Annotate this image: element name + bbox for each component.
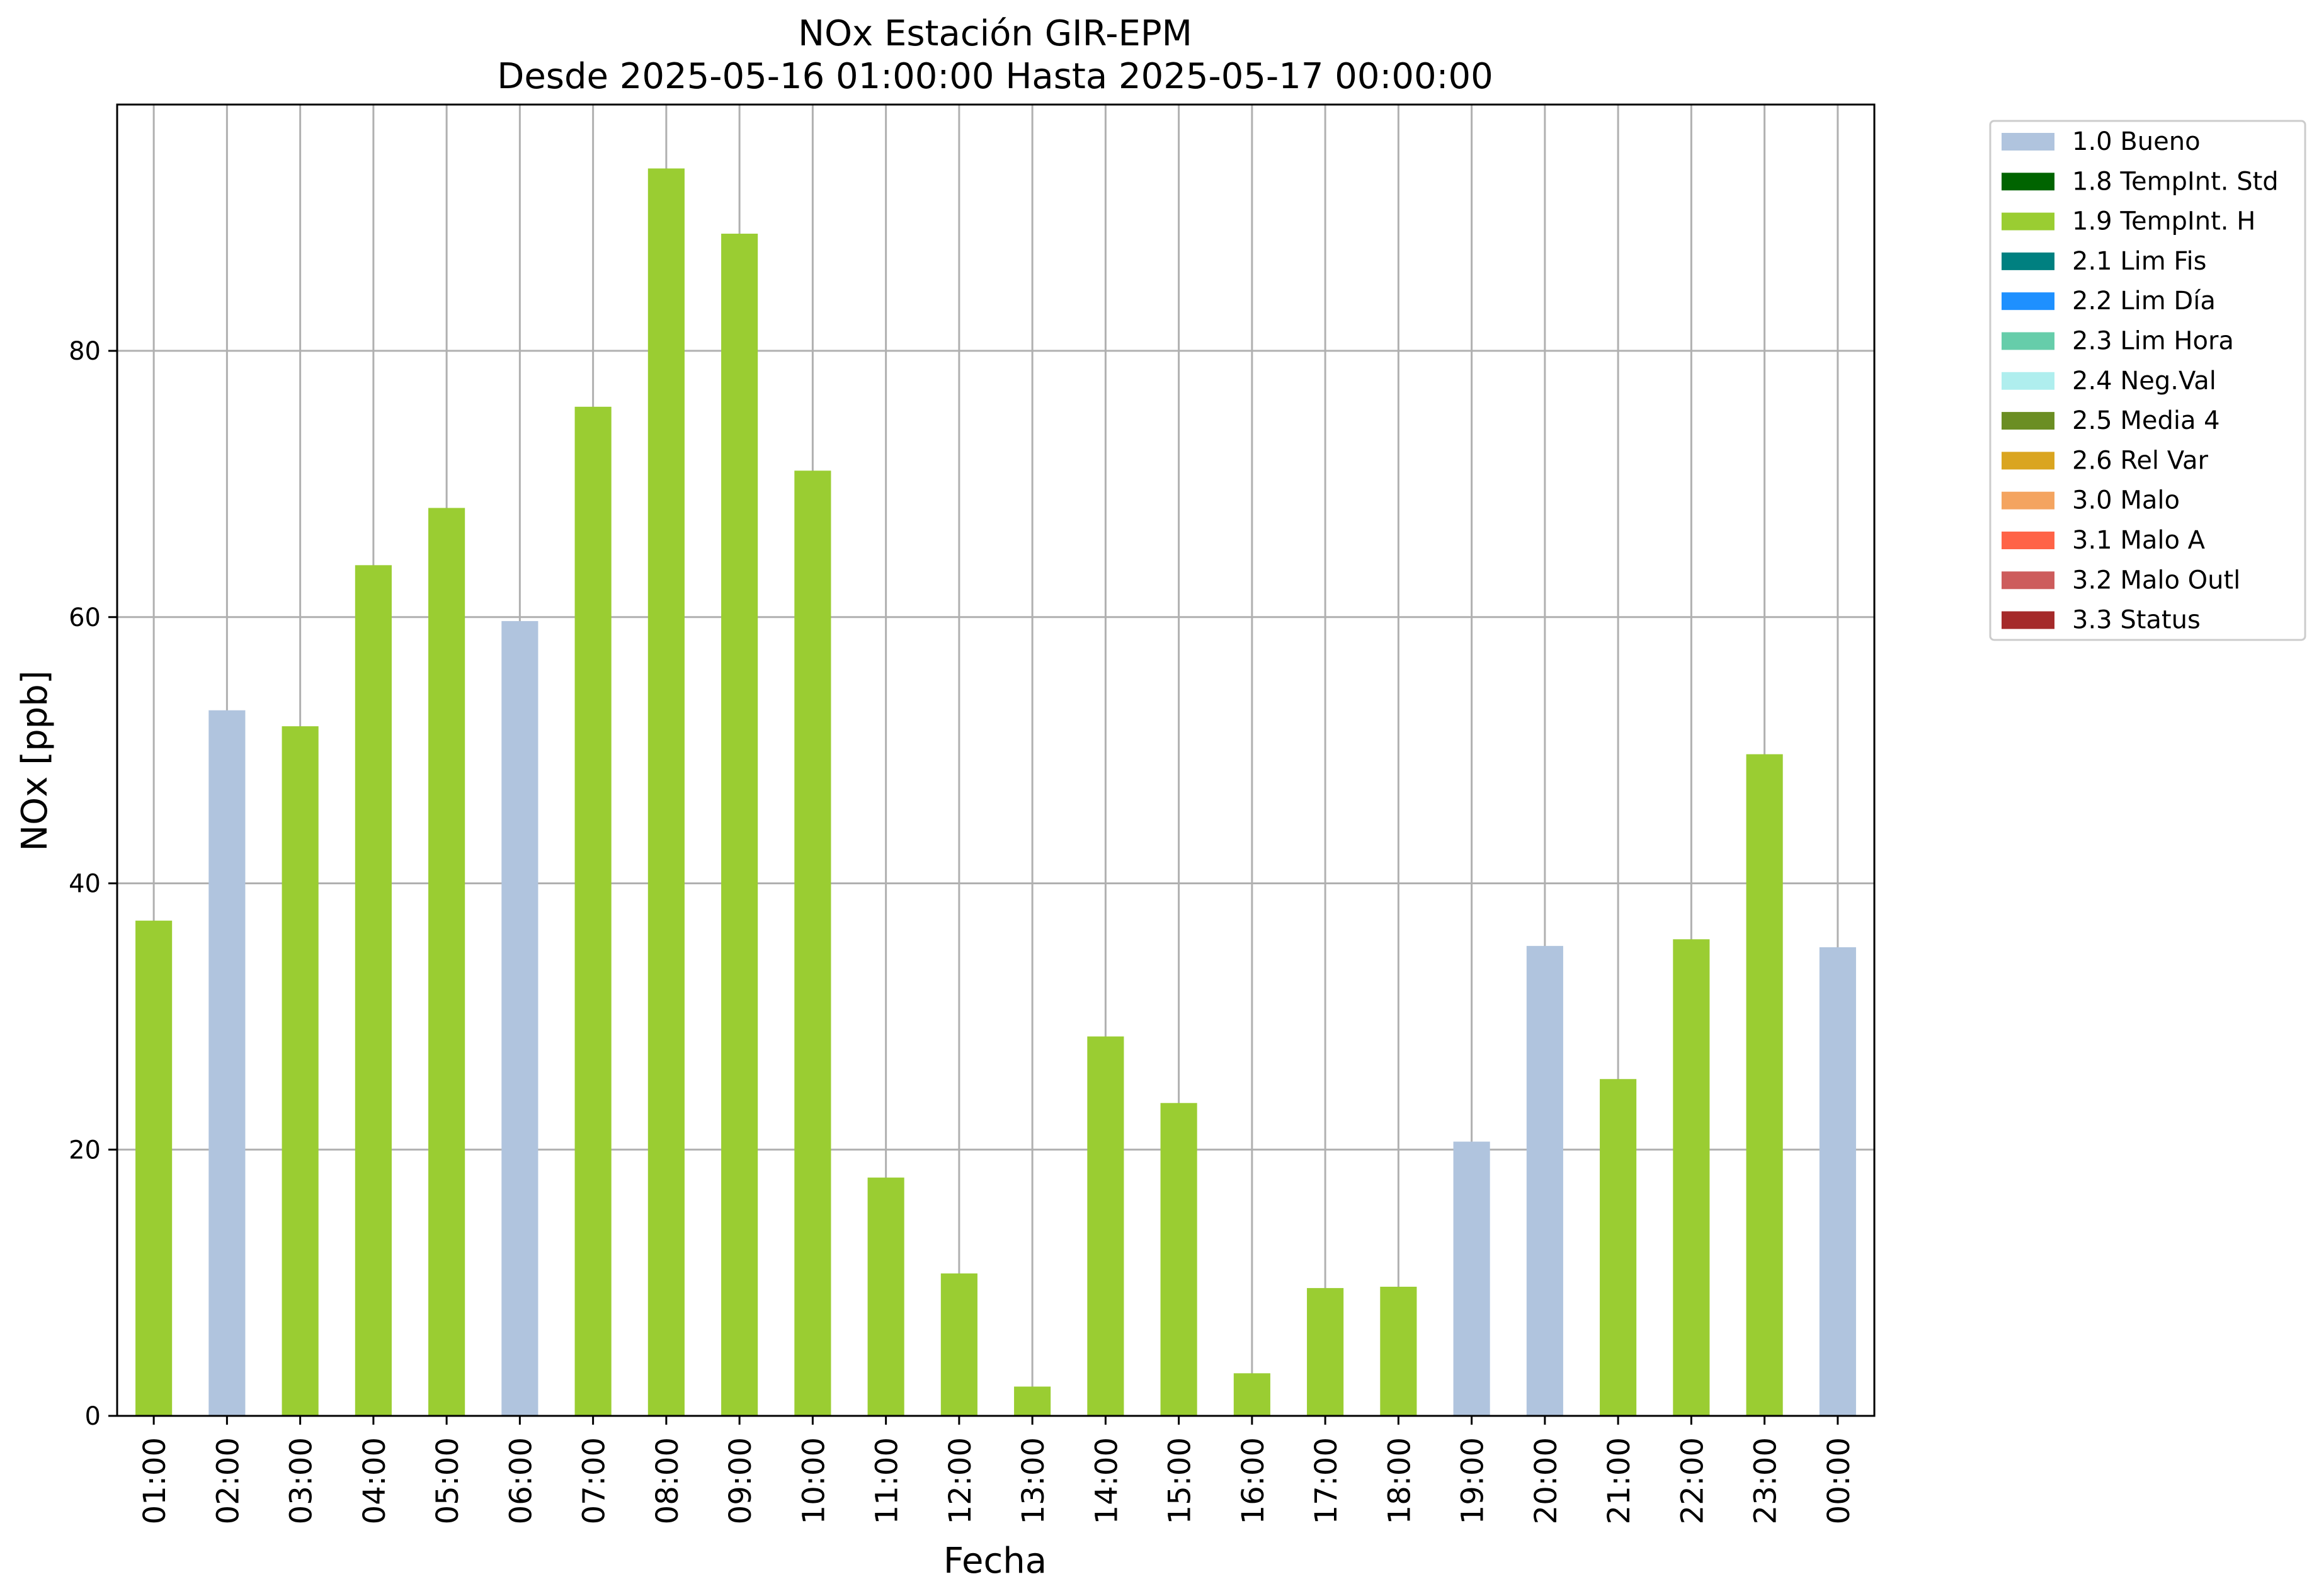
bar [1453,1141,1490,1416]
bar [1600,1079,1637,1416]
x-tick-label: 05:00 [430,1437,465,1524]
x-axis-label: Fecha [943,1541,1047,1582]
x-tick-label: 03:00 [284,1437,319,1524]
legend-swatch [2002,571,2054,590]
legend-label: 1.9 TempInt. H [2072,207,2255,236]
bar [1014,1386,1051,1416]
legend-label: 2.5 Media 4 [2072,406,2220,435]
chart-title: NOx Estación GIR-EPM [798,13,1192,54]
x-tick-label: 09:00 [723,1437,758,1524]
bar [647,168,685,1416]
x-tick-label: 12:00 [943,1437,978,1524]
legend-swatch [2002,252,2054,270]
legend-label: 2.3 Lim Hora [2072,327,2234,356]
x-tick-label: 20:00 [1529,1437,1564,1524]
legend-label: 3.3 Status [2072,606,2201,635]
x-tick-label: 16:00 [1236,1437,1271,1524]
bar [501,621,538,1416]
bar [355,565,392,1416]
y-tick-label: 0 [85,1402,101,1431]
legend-label: 3.0 Malo [2072,486,2180,515]
bar [721,234,758,1416]
chart-subtitle: Desde 2025-05-16 01:00:00 Hasta 2025-05-… [497,56,1493,97]
legend-swatch [2002,611,2054,629]
x-tick-label: 07:00 [577,1437,612,1524]
bar [794,470,831,1416]
legend: 1.0 Bueno 1.8 TempInt. Std 1.9 TempInt. H 2… [1989,120,2306,641]
legend-swatch [2002,452,2054,470]
legend-swatch [2002,212,2054,231]
x-tick-label: 13:00 [1016,1437,1051,1524]
legend-swatch [2002,133,2054,151]
legend-label: 3.2 Malo Outl [2072,566,2240,595]
x-tick-label: 21:00 [1602,1437,1637,1524]
bar [282,726,319,1416]
legend-label: 2.1 Lim Fis [2072,247,2206,276]
bar [1819,947,1856,1416]
legend-label: 1.8 TempInt. Std [2072,167,2279,196]
x-tick-label: 15:00 [1163,1437,1198,1524]
legend-swatch [2002,332,2054,350]
bar [867,1177,904,1416]
x-axis-ticks: 01:00 02:00 03:00 04:00 05:00 06:00 07:00 08:00… [137,1416,1857,1524]
bar [1160,1103,1197,1416]
plot-frame [116,103,1876,1417]
bar [1673,939,1710,1416]
x-tick-label: 02:00 [210,1437,246,1524]
bar [574,406,612,1416]
legend-box [1989,120,2306,641]
x-tick-label: 23:00 [1748,1437,1784,1524]
x-tick-label: 17:00 [1309,1437,1344,1524]
bar [428,508,465,1416]
legend-label: 2.2 Lim Día [2072,287,2216,316]
bar [1087,1036,1124,1416]
y-axis-label: NOx [ppb] [14,670,55,851]
x-tick-label: 19:00 [1456,1437,1491,1524]
legend-label: 1.0 Bueno [2072,127,2201,156]
y-tick-label: 40 [69,870,101,899]
x-tick-label: 00:00 [1821,1437,1857,1524]
bar [1233,1373,1270,1416]
y-tick-label: 20 [69,1136,101,1165]
legend-swatch [2002,532,2054,549]
bar [135,920,173,1416]
y-tick-label: 60 [69,603,101,632]
x-tick-label: 22:00 [1675,1437,1710,1524]
bar [1380,1286,1417,1416]
x-tick-label: 10:00 [796,1437,831,1524]
x-tick-label: 08:00 [650,1437,685,1524]
bar [1526,945,1563,1416]
legend-label: 2.6 Rel Var [2072,446,2209,475]
x-tick-label: 01:00 [137,1437,173,1524]
bars-group [135,168,1856,1416]
bar [1307,1288,1344,1416]
x-tick-label: 14:00 [1089,1437,1124,1524]
legend-label: 2.4 Neg.Val [2072,367,2216,396]
y-tick-label: 80 [69,337,101,366]
x-tick-label: 18:00 [1382,1437,1417,1524]
x-tick-label: 04:00 [357,1437,392,1524]
bar [1746,754,1783,1416]
bar [208,710,246,1416]
legend-swatch [2002,292,2054,311]
x-tick-label: 06:00 [503,1437,538,1524]
legend-swatch [2002,491,2054,510]
legend-swatch [2002,412,2054,430]
legend-swatch [2002,173,2054,191]
legend-label: 3.1 Malo A [2072,526,2206,555]
y-axis-ticks: 0 20 40 60 80 [69,337,117,1431]
legend-swatch [2002,372,2054,390]
x-tick-label: 11:00 [870,1437,905,1524]
bar [940,1273,977,1416]
